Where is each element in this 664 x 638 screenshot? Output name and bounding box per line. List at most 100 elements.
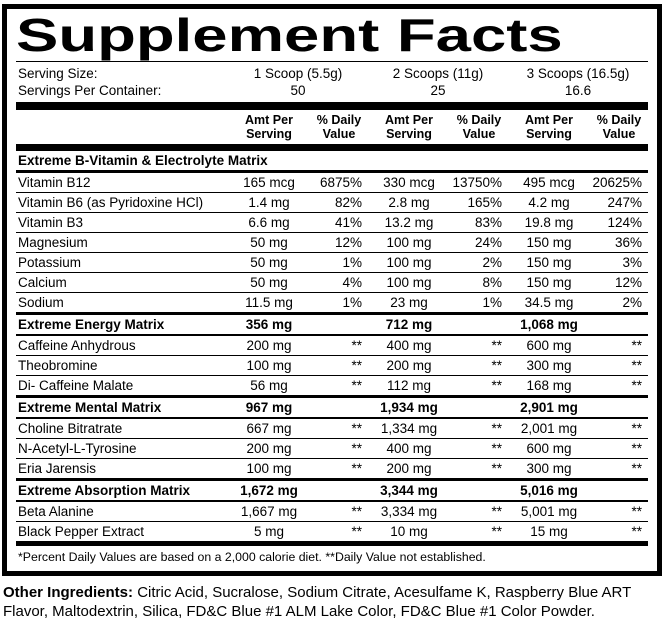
nutrient-daily-value: ** [631,378,642,393]
nutrient-amount: 13.2 mg [384,215,434,230]
section-amount: 1,672 mg [240,483,298,498]
supplement-label-page: Supplement Facts Serving Size: 1 Scoop (… [2,4,662,621]
col-header-dv-2: % Daily Value [456,113,502,141]
nutrient-name: Black Pepper Extract [18,524,145,539]
nutrient-daily-value: 2% [482,255,502,270]
section-amount [228,159,310,163]
nutrient-amount: 100 mg [246,461,292,476]
serving-size-col-1: 1 Scoop (5.5g) [253,66,343,81]
nutrient-amount: 56 mg [250,378,288,393]
nutrient-daily-value: ** [351,421,362,436]
nutrient-amount: 168 mg [526,378,572,393]
servings-per-container-label: Servings Per Container: [18,83,162,98]
nutrient-daily-value: 6875% [319,175,362,190]
serving-info: Serving Size: 1 Scoop (5.5g) 2 Scoops (1… [16,62,648,102]
section-amount: 5,016 mg [520,483,578,498]
nutrient-daily-value: 83% [474,215,502,230]
nutrient-daily-value: 2% [622,295,642,310]
nutrient-amount: 200 mg [386,358,432,373]
nutrient-daily-value: 20625% [592,175,642,190]
nutrient-daily-value: 12% [334,235,362,250]
section-dv-empty [450,159,508,163]
nutrient-name: Vitamin B12 [18,175,91,190]
servings-count-col-3: 16.6 [564,83,592,98]
serving-size-label: Serving Size: [18,66,98,81]
nutrient-daily-value: 247% [607,195,642,210]
nutrient-amount: 1,334 mg [380,421,438,436]
nutrient-amount: 495 mcg [523,175,575,190]
serving-size-col-3: 3 Scoops (16.5g) [526,66,630,81]
col-header-dv-1: % Daily Value [316,113,362,141]
nutrient-amount: 50 mg [250,255,288,270]
nutrient-daily-value: ** [491,441,502,456]
nutrient-daily-value: ** [351,338,362,353]
nutrient-daily-value: ** [631,504,642,519]
nutrient-daily-value: ** [631,461,642,476]
nutrient-amount: 1.4 mg [248,195,290,210]
section-amount [368,159,450,163]
section-name: Extreme Absorption Matrix [18,483,191,498]
servings-count-col-1: 50 [290,83,306,98]
nutrient-name: Vitamin B6 (as Pyridoxine HCl) [18,195,204,210]
section-dv-empty [450,323,508,327]
nutrient-name: Eria Jarensis [18,461,97,476]
serving-size-row: Serving Size: 1 Scoop (5.5g) 2 Scoops (1… [16,65,648,82]
nutrient-row: Sodium 11.5 mg 1% 23 mg 1% 34.5 mg 2% [16,293,648,313]
section-amount: 967 mg [245,400,293,415]
nutrient-amount: 100 mg [386,255,432,270]
divider-thick-header [16,144,648,151]
col-header-dv-3: % Daily Value [596,113,642,141]
nutrient-row: Vitamin B12 165 mcg 6875% 330 mcg 13750% 495 … [16,173,648,193]
nutrient-amount: 400 mg [386,338,432,353]
nutrient-daily-value: ** [491,358,502,373]
panel-title: Supplement Facts [16,9,648,62]
nutrient-daily-value: 8% [482,275,502,290]
nutrient-daily-value: 1% [342,295,362,310]
nutrient-row: Calcium 50 mg 4% 100 mg 8% 150 mg 12% [16,273,648,293]
nutrient-amount: 19.8 mg [524,215,574,230]
nutrient-name: Di- Caffeine Malate [18,378,134,393]
servings-count-col-2: 25 [430,83,446,98]
section-dv-empty [450,406,508,410]
section-dv-empty [590,406,648,410]
nutrient-amount: 23 mg [390,295,428,310]
nutrient-daily-value: 1% [482,295,502,310]
nutrient-amount: 150 mg [526,235,572,250]
divider-thick-top [16,102,648,110]
nutrient-daily-value: 12% [614,275,642,290]
nutrient-amount: 2,001 mg [520,421,578,436]
other-ingredients-label: Other Ingredients: [3,584,134,601]
nutrient-daily-value: 4% [342,275,362,290]
nutrient-amount: 112 mg [386,378,432,393]
other-ingredients: Other Ingredients: Citric Acid, Sucralos… [3,583,661,621]
nutrient-amount: 6.6 mg [248,215,290,230]
section-dv-empty [590,159,648,163]
nutrient-daily-value: ** [351,461,362,476]
nutrient-amount: 5 mg [253,524,284,539]
nutrient-row: Black Pepper Extract 5 mg ** 10 mg ** 15 mg ** [16,522,648,542]
nutrient-amount: 165 mcg [243,175,295,190]
nutrient-daily-value: ** [491,338,502,353]
nutrient-row: N-Acetyl-L-Tyrosine 200 mg ** 400 mg ** 600 m… [16,439,648,459]
nutrient-daily-value: 1% [342,255,362,270]
section-dv-empty [310,406,368,410]
nutrient-name: Magnesium [18,235,88,250]
section-amount [508,159,590,163]
nutrient-amount: 34.5 mg [524,295,574,310]
nutrient-name: Sodium [18,295,64,310]
nutrient-daily-value: ** [351,358,362,373]
nutrient-amount: 11.5 mg [245,295,293,310]
nutrient-name: Calcium [18,275,67,290]
col-header-amt-1: Amt Per Serving [245,113,293,141]
facts-table-body: Extreme B-Vitamin & Electrolyte Matrix Vi… [16,151,648,542]
section-header-row: Extreme Mental Matrix 967 mg 1,934 mg 2,901… [16,396,648,419]
section-amount: 1,068 mg [520,317,578,332]
nutrient-amount: 50 mg [250,275,288,290]
nutrient-row: Vitamin B3 6.6 mg 41% 13.2 mg 83% 19.8 mg 124% [16,213,648,233]
nutrient-daily-value: 82% [334,195,362,210]
nutrient-daily-value: ** [351,524,362,539]
nutrient-name: Theobromine [18,358,98,373]
nutrient-amount: 10 mg [390,524,428,539]
section-dv-empty [450,489,508,493]
nutrient-daily-value: 165% [467,195,502,210]
